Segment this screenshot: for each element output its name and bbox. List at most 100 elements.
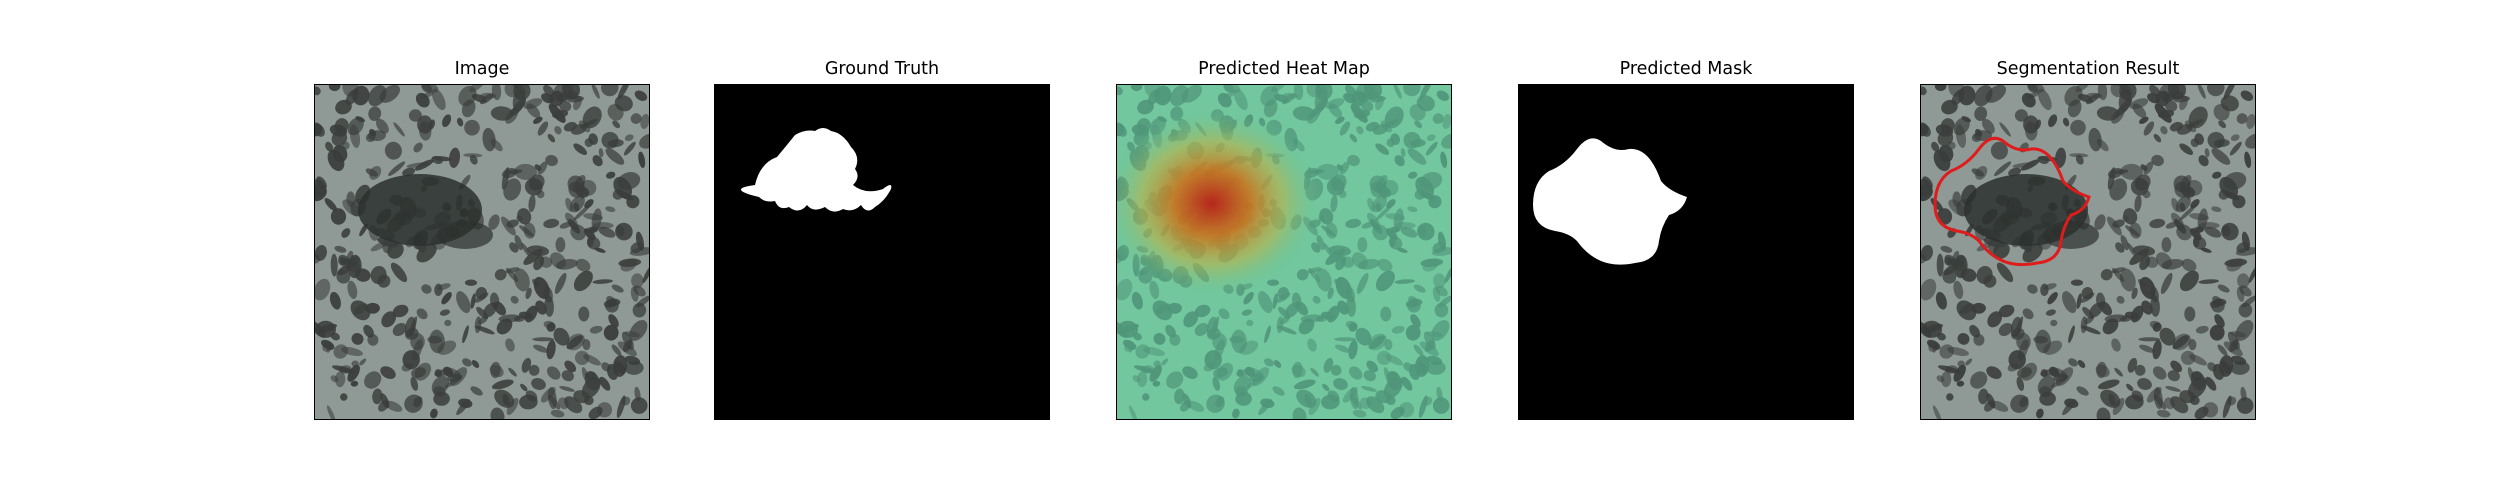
texture-spot — [1183, 311, 1199, 328]
texture-spot — [458, 398, 473, 408]
texture-spot — [1307, 267, 1322, 274]
texture-spot — [2191, 371, 2203, 381]
texture-spot — [508, 367, 517, 377]
texture-spot — [347, 280, 358, 300]
texture-spot — [2188, 106, 2208, 129]
texture-spot — [462, 358, 472, 367]
texture-spot — [1372, 224, 1388, 241]
texture-spot — [1436, 386, 1443, 402]
texture-spot — [2107, 168, 2124, 179]
texture-spot — [1330, 194, 1338, 212]
texture-spot — [2047, 292, 2058, 305]
texture-spot — [2165, 385, 2181, 392]
texture-spot — [479, 93, 494, 105]
texture-spot — [574, 350, 590, 366]
texture-spot — [1320, 311, 1335, 320]
texture-spot — [1117, 278, 1133, 301]
texture-spot — [2141, 300, 2153, 315]
texture-spot — [1417, 360, 1428, 374]
texture-spot — [614, 95, 633, 112]
texture-spot — [1938, 145, 1954, 163]
texture-spot — [2120, 235, 2129, 251]
texture-spot — [1239, 340, 1259, 355]
texture-spot — [2198, 155, 2209, 167]
texture-spot — [2139, 344, 2155, 353]
texture-spot — [328, 85, 341, 92]
texture-spot — [1204, 350, 1222, 370]
texture-spot — [1345, 218, 1362, 229]
texture-spot — [599, 376, 611, 391]
mask-frame — [1518, 84, 1854, 420]
texture-spot — [1970, 371, 1988, 389]
texture-spot — [2037, 88, 2052, 111]
texture-spot — [626, 195, 640, 209]
texture-spot — [1935, 291, 1947, 310]
texture-spot — [2116, 85, 2132, 95]
texture-spot — [2227, 396, 2237, 406]
texture-spot — [523, 98, 543, 109]
texture-spot — [2246, 113, 2255, 130]
ground-truth-region — [740, 128, 892, 212]
texture-spot — [1142, 393, 1150, 401]
texture-spot — [1174, 388, 1185, 405]
texture-spot — [1319, 208, 1334, 225]
texture-spot — [2007, 363, 2019, 372]
texture-spot — [1312, 85, 1328, 95]
texture-spot — [2240, 90, 2254, 101]
texture-spot — [449, 367, 468, 387]
texture-spot — [2198, 222, 2220, 229]
texture-spot — [1414, 120, 1423, 129]
texture-spot — [462, 325, 469, 344]
texture-spot — [2198, 279, 2219, 284]
texture-spot — [1969, 324, 1980, 338]
texture-spot — [533, 116, 543, 124]
texture-spot — [1128, 405, 1138, 419]
texture-spot — [1941, 99, 1958, 115]
texture-spot — [1133, 365, 1157, 374]
texture-spot — [381, 311, 397, 328]
texture-spot — [566, 333, 585, 351]
texture-spot — [509, 242, 519, 253]
texture-spot — [2024, 121, 2038, 141]
texture-spot — [1393, 208, 1404, 232]
texture-spot — [1377, 258, 1393, 272]
texture-spot — [418, 121, 432, 141]
dark-defect-region — [358, 174, 493, 249]
texture-spot — [1369, 95, 1386, 103]
texture-spot — [1137, 99, 1154, 115]
texture-spot — [1982, 118, 1995, 134]
texture-spot — [1407, 148, 1427, 165]
texture-spot — [324, 198, 338, 212]
texture-spot — [2154, 394, 2167, 410]
predicted-mask-region — [1533, 138, 1687, 265]
texture-spot — [1170, 85, 1189, 107]
texture-spot — [2140, 164, 2148, 171]
texture-spot — [1359, 92, 1372, 102]
texture-spot — [2221, 360, 2232, 374]
texture-spot — [491, 85, 502, 101]
texture-spot — [1352, 409, 1367, 418]
texture-spot — [1356, 125, 1364, 135]
texture-spot — [2241, 295, 2255, 308]
texture-spot — [2099, 301, 2113, 316]
texture-spot — [1144, 85, 1161, 97]
texture-spot — [514, 163, 537, 180]
texture-spot — [1403, 85, 1421, 97]
texture-spot — [2122, 215, 2129, 222]
texture-spot — [523, 248, 544, 265]
texture-spot — [431, 88, 446, 111]
texture-spot — [2189, 213, 2210, 221]
texture-spot — [561, 370, 574, 382]
texture-spot — [443, 366, 454, 378]
texture-spot — [2134, 364, 2146, 376]
texture-spot — [2150, 295, 2160, 317]
texture-spot — [376, 118, 389, 134]
texture-spot — [2076, 293, 2082, 309]
segmentation-contour — [1933, 136, 2091, 267]
texture-spot — [2116, 295, 2125, 304]
texture-spot — [1310, 367, 1319, 377]
texture-spot — [1357, 237, 1368, 253]
texture-spot — [1425, 141, 1438, 156]
texture-spot — [612, 189, 624, 200]
texture-spot — [1408, 171, 1418, 179]
